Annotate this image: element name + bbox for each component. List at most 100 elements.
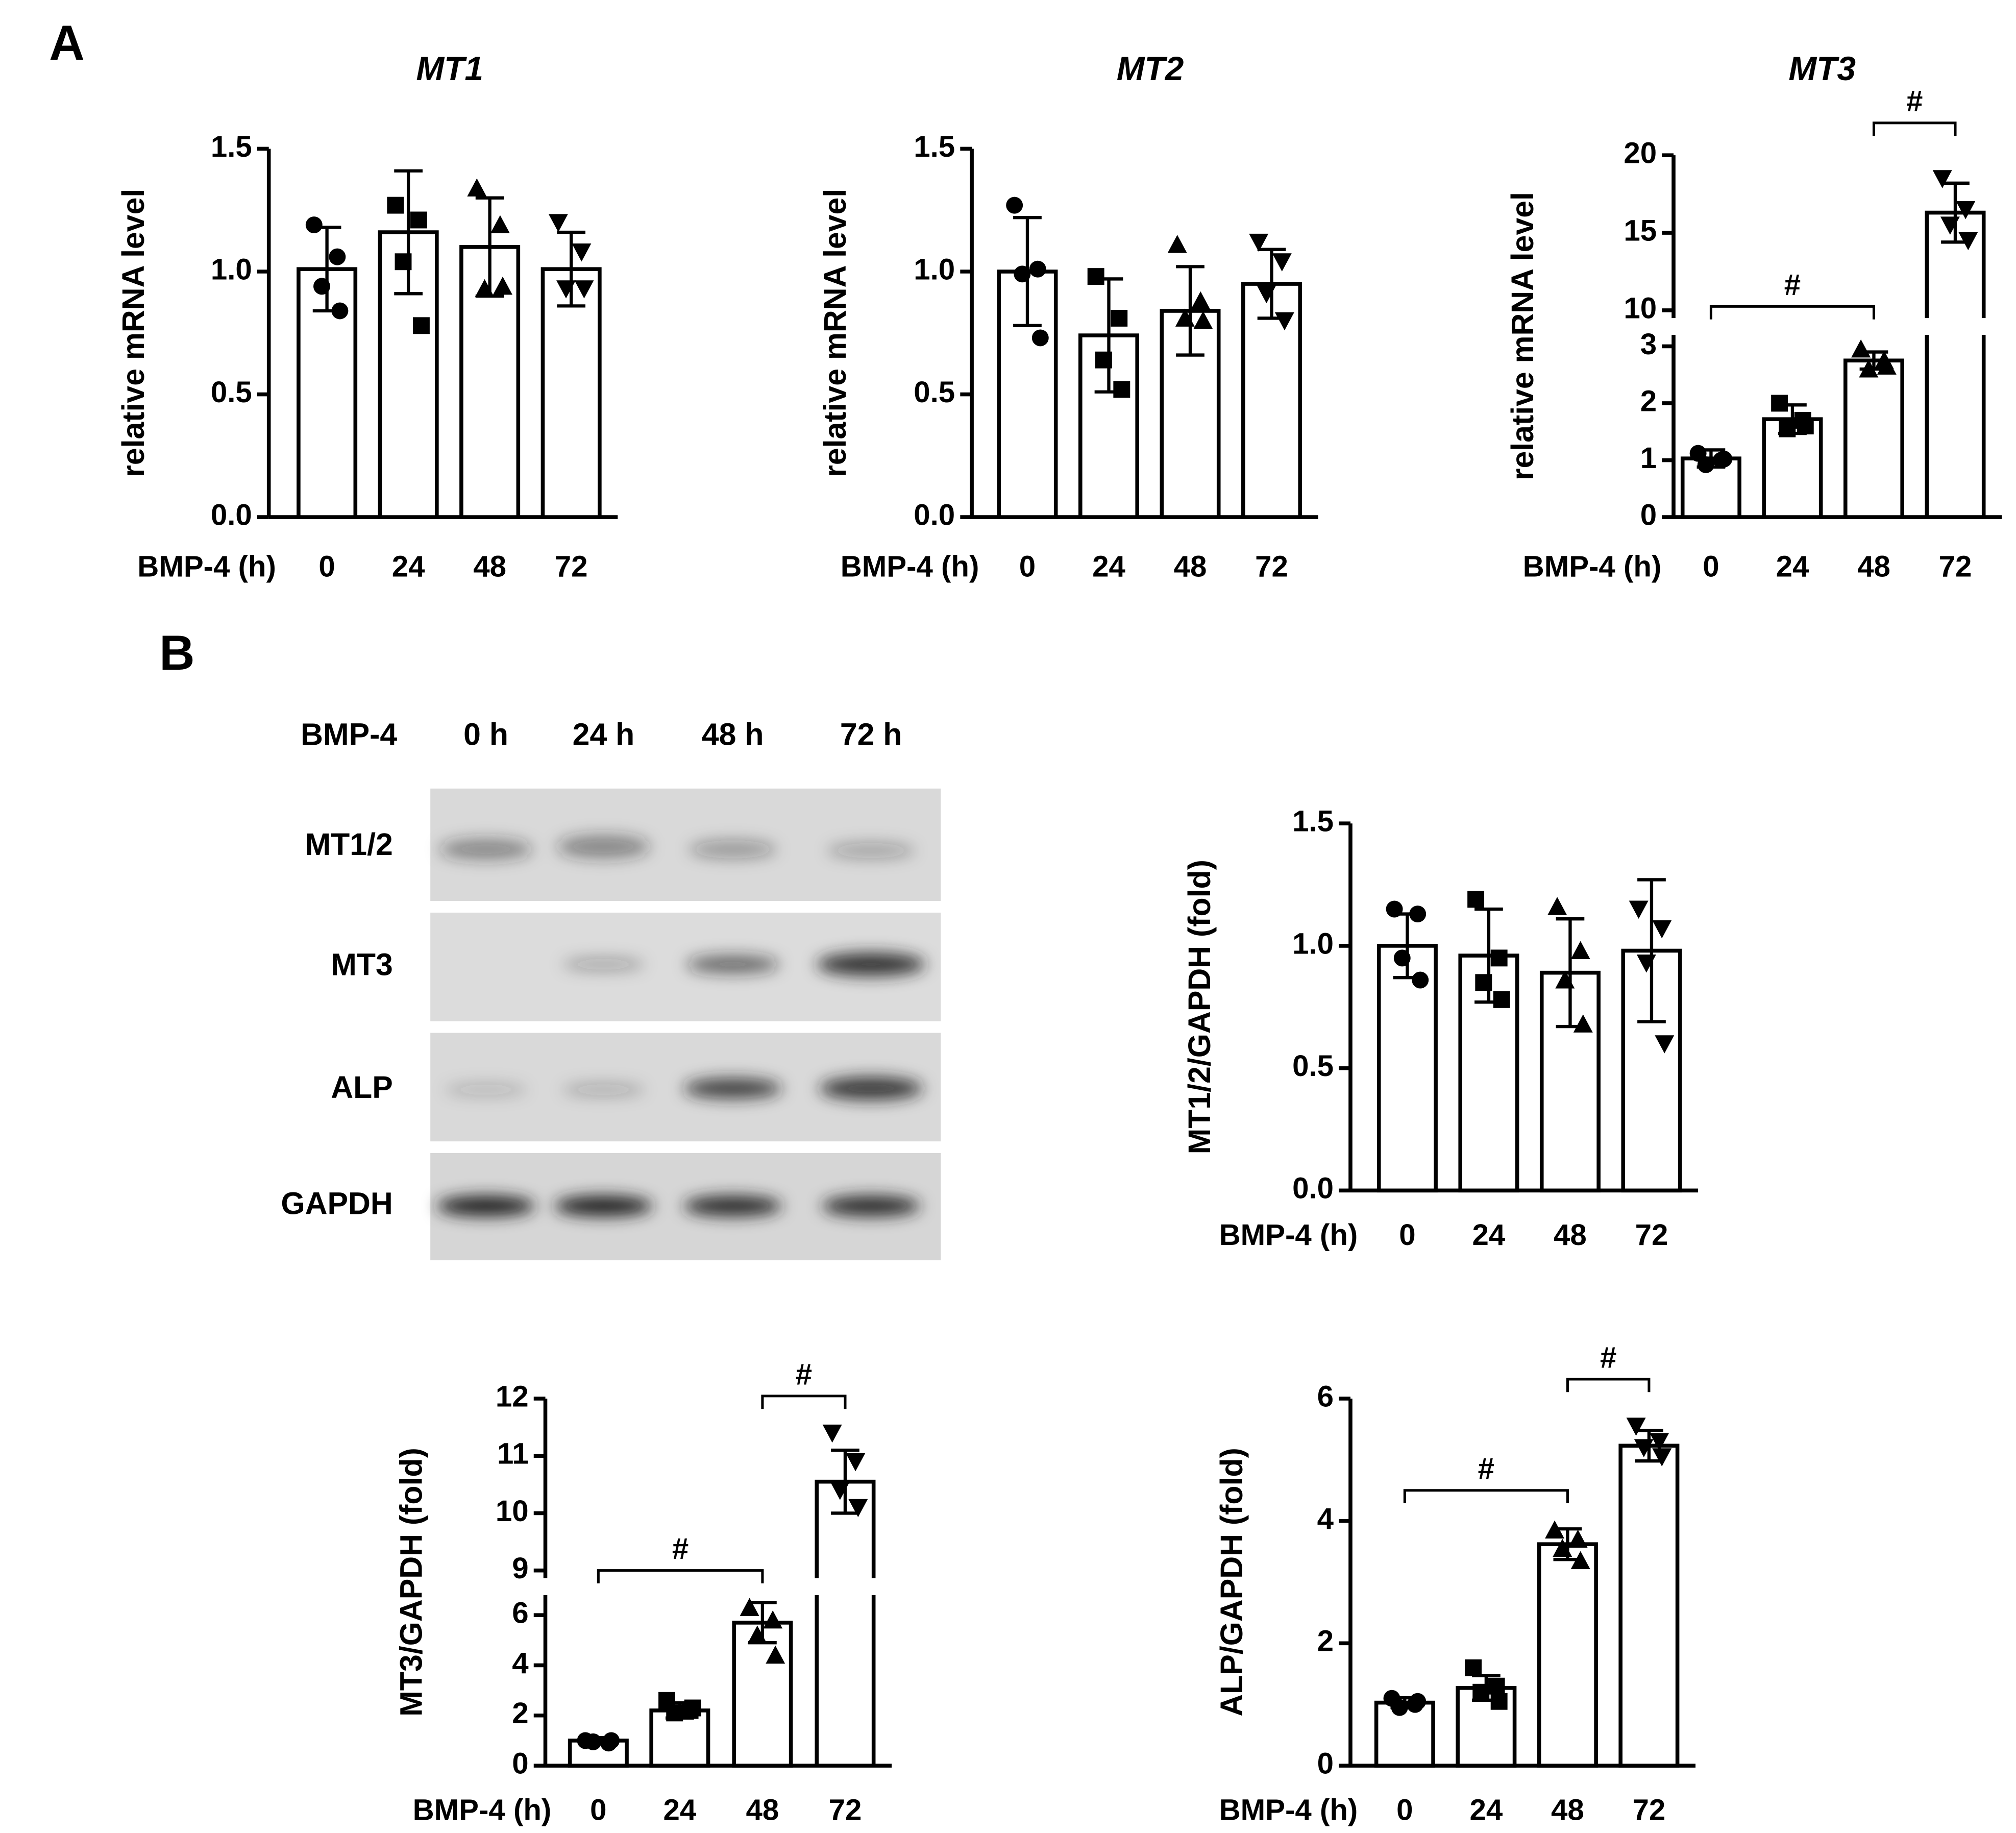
- y-tick-label: 1.5: [914, 130, 955, 163]
- data-point: [574, 280, 594, 299]
- x-tick-label: 24: [1092, 550, 1125, 583]
- data-point: [1545, 1520, 1565, 1539]
- significance-label: #: [1478, 1452, 1494, 1485]
- x-tick-label: 24: [663, 1794, 696, 1827]
- significance-bracket: [1403, 1489, 1569, 1504]
- error-bar: [394, 169, 423, 296]
- x-tick-label: 48: [746, 1794, 779, 1827]
- blot-lane: 24 h: [573, 717, 635, 752]
- chart-title: MT3: [1788, 50, 1856, 87]
- y-tick-label: 0.5: [211, 376, 252, 409]
- data-point: [1467, 891, 1485, 908]
- data-point: [1409, 906, 1427, 923]
- data-point: [822, 1424, 842, 1443]
- data-point: [1193, 311, 1213, 329]
- x-tick-label: 0: [1703, 550, 1719, 583]
- data-point: [410, 211, 427, 229]
- data-point: [1393, 949, 1411, 967]
- x-axis-label: BMP-4 (h): [841, 550, 979, 583]
- data-point: [331, 302, 349, 320]
- y-tick-label: 1.5: [1292, 805, 1334, 838]
- data-point: [603, 1732, 620, 1749]
- data-point: [1472, 1683, 1490, 1701]
- y-tick-label: 15: [1624, 214, 1657, 247]
- chart-title: MT1: [416, 50, 483, 87]
- x-tick-label: 72: [1633, 1794, 1666, 1827]
- y-tick-label: 0.0: [1292, 1172, 1334, 1205]
- data-point: [412, 317, 430, 334]
- data-point: [1274, 312, 1294, 331]
- x-tick-label: 48: [1554, 1218, 1587, 1252]
- data-point: [1391, 1699, 1408, 1716]
- significance-label: #: [1784, 268, 1801, 302]
- data-point: [1095, 351, 1112, 369]
- panel-letter: A: [49, 16, 84, 70]
- y-tick-label: 0.0: [211, 498, 252, 531]
- y-tick-label: 0: [512, 1747, 528, 1780]
- blot-row-label: MT3: [331, 947, 393, 982]
- data-point: [1553, 1538, 1572, 1557]
- data-point: [1113, 381, 1130, 398]
- bar: [1078, 333, 1140, 519]
- y-tick-label: 4: [1317, 1502, 1334, 1535]
- x-tick-label: 24: [392, 550, 425, 583]
- x-tick-label: 72: [1635, 1218, 1668, 1252]
- bar: [1539, 970, 1601, 1193]
- y-tick-label: 20: [1624, 136, 1657, 169]
- x-tick-label: 0: [1396, 1794, 1413, 1827]
- x-tick-label: 48: [1174, 550, 1207, 583]
- data-point: [1111, 309, 1128, 327]
- data-point: [329, 248, 346, 265]
- data-point: [1958, 232, 1978, 251]
- y-tick-label: 1: [1640, 442, 1657, 475]
- y-tick-label: 2: [512, 1697, 528, 1730]
- data-point: [740, 1598, 759, 1616]
- data-point: [1779, 420, 1796, 437]
- blot-header: BMP-4: [301, 717, 397, 752]
- x-axis-label: BMP-4 (h): [1523, 550, 1662, 583]
- significance-label: #: [796, 1358, 812, 1391]
- data-point: [1490, 949, 1508, 967]
- y-tick-label: 4: [512, 1647, 529, 1680]
- data-point: [572, 243, 592, 262]
- data-point: [1167, 235, 1187, 253]
- y-tick-label: 10: [1624, 291, 1657, 325]
- data-point: [1877, 356, 1897, 375]
- error-bar: [1176, 265, 1204, 357]
- data-point: [1797, 418, 1814, 435]
- y-tick-label: 1.5: [211, 130, 252, 163]
- y-axis-label: relative mRNA level: [116, 189, 151, 477]
- x-tick-label: 72: [1255, 550, 1288, 583]
- y-tick-label: 9: [512, 1552, 528, 1585]
- y-axis-label: MT3/GAPDH (fold): [394, 1448, 428, 1716]
- data-point: [830, 1482, 850, 1500]
- x-tick-label: 48: [1551, 1794, 1584, 1827]
- y-axis-label: relative mRNA level: [818, 189, 852, 477]
- significance-bracket: [1709, 305, 1876, 320]
- data-point: [1573, 1014, 1593, 1033]
- y-tick-label: 12: [496, 1380, 529, 1413]
- data-point: [556, 280, 576, 299]
- data-point: [1249, 233, 1269, 252]
- data-point: [1715, 450, 1733, 468]
- data-point: [1859, 359, 1879, 378]
- panel-letter: B: [159, 626, 194, 680]
- y-tick-label: 11: [497, 1437, 529, 1471]
- x-tick-label: 24: [1469, 1794, 1503, 1827]
- x-tick-label: 0: [1399, 1218, 1415, 1252]
- blot-lane: 48 h: [702, 717, 764, 752]
- significance-bracket: [1872, 121, 1957, 136]
- x-tick-label: 0: [590, 1794, 606, 1827]
- data-point: [490, 215, 510, 234]
- y-tick-label: 1.0: [211, 253, 252, 286]
- significance-label: #: [1600, 1341, 1616, 1374]
- data-point: [1191, 291, 1211, 310]
- y-axis-label: ALP/GAPDH (fold): [1214, 1448, 1249, 1716]
- bar: [1241, 282, 1302, 519]
- data-point: [1655, 1035, 1675, 1054]
- significance-bracket: [1566, 1378, 1651, 1392]
- bar: [1843, 358, 1904, 519]
- data-point: [1697, 456, 1714, 473]
